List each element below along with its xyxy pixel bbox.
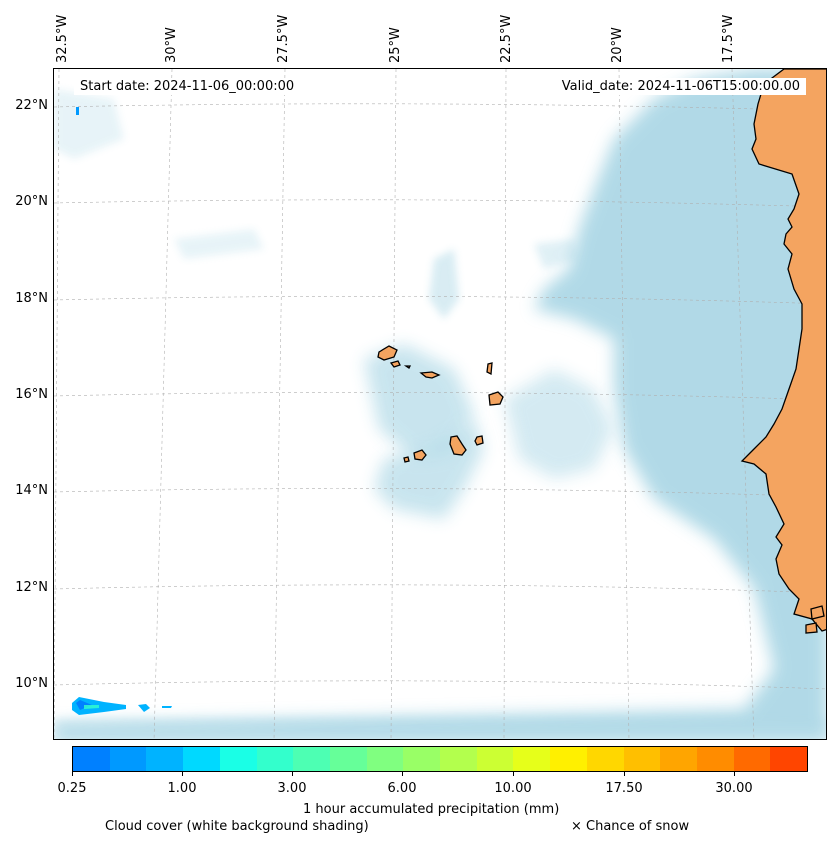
colorbar-tick-label: 6.00 xyxy=(387,781,417,796)
colorbar-swatch-6 xyxy=(293,747,330,771)
island-boa-vista xyxy=(488,391,504,406)
colorbar-tickmark xyxy=(182,772,183,776)
lat-label-12n: 12°N xyxy=(15,580,48,595)
lat-label-22n: 22°N xyxy=(15,98,48,113)
island-fogo xyxy=(413,449,427,461)
colorbar-tickmark xyxy=(624,772,625,776)
island-santa-luzia xyxy=(403,365,412,369)
colorbar-swatch-16 xyxy=(660,747,697,771)
colorbar-tickmark xyxy=(292,772,293,776)
colorbar-swatch-3 xyxy=(183,747,220,771)
african-coast xyxy=(740,69,826,632)
cloud-cover-caption: Cloud cover (white background shading) xyxy=(105,819,369,834)
lon-label-25w: 25°W xyxy=(388,27,403,63)
lon-label-20w: 20°W xyxy=(610,27,625,63)
snow-caption: × Chance of snow xyxy=(571,819,690,834)
lat-label-20n: 20°N xyxy=(15,194,48,209)
colorbar-tickmark xyxy=(734,772,735,776)
lon-label-30w: 30°W xyxy=(164,27,179,63)
lat-label-14n: 14°N xyxy=(15,483,48,498)
island-santo-antao xyxy=(377,345,398,361)
colorbar-swatch-1 xyxy=(109,747,147,771)
island-santiago xyxy=(449,435,467,456)
colorbar-swatch-17 xyxy=(696,747,734,771)
colorbar-swatch-4 xyxy=(219,747,257,771)
colorbar-swatch-18 xyxy=(733,747,771,771)
colorbar-swatch-12 xyxy=(513,747,551,771)
colorbar-swatch-13 xyxy=(550,747,587,771)
colorbar-swatch-11 xyxy=(476,747,514,771)
colorbar-label: 1 hour accumulated precipitation (mm) xyxy=(303,802,560,817)
colorbar-swatch-19 xyxy=(770,747,808,771)
coast-island-2 xyxy=(805,622,818,634)
lat-label-10n: 10°N xyxy=(15,676,48,691)
precip-cell-1-rim xyxy=(84,705,99,709)
colorbar-tick-label: 1.00 xyxy=(167,781,197,796)
precipitation-colorbar xyxy=(72,746,808,772)
colorbar-swatch-2 xyxy=(146,747,184,771)
island-sao-vicente xyxy=(389,360,401,368)
colorbar-tickmark xyxy=(72,772,73,776)
island-maio xyxy=(474,435,484,446)
map-canvas xyxy=(54,69,826,739)
colorbar-swatch-5 xyxy=(256,747,294,771)
colorbar-swatch-14 xyxy=(586,747,624,771)
colorbar-swatch-7 xyxy=(329,747,367,771)
colorbar-swatch-9 xyxy=(403,747,441,771)
island-brava xyxy=(403,456,410,463)
precip-cell-2 xyxy=(138,704,150,712)
island-sao-nicolau xyxy=(419,371,441,379)
graticule xyxy=(54,69,826,739)
colorbar-tick-label: 0.25 xyxy=(57,781,87,796)
island-sal xyxy=(486,362,493,376)
coast-island-1 xyxy=(810,605,825,620)
lon-label-17.5w: 17.5°W xyxy=(721,14,736,63)
lat-label-16n: 16°N xyxy=(15,387,48,402)
colorbar-tick-label: 30.00 xyxy=(715,781,753,796)
colorbar-swatch-0 xyxy=(73,747,110,771)
lat-label-18n: 18°N xyxy=(15,291,48,306)
colorbar-tickmark xyxy=(402,772,403,776)
colorbar-swatch-8 xyxy=(366,747,404,771)
lon-label-27.5w: 27.5°W xyxy=(276,14,291,63)
colorbar-swatch-15 xyxy=(623,747,661,771)
colorbar-tick-label: 10.00 xyxy=(494,781,532,796)
colorbar-tickmark xyxy=(513,772,514,776)
cloud-cover-layer xyxy=(54,69,826,739)
precip-cell-4 xyxy=(76,107,79,115)
map-panel[interactable]: Start date: 2024-11-06_00:00:00 Valid_da… xyxy=(53,68,827,740)
precipitation-layer xyxy=(72,107,172,715)
cape-verde-islands xyxy=(377,345,504,463)
precip-cell-3 xyxy=(162,706,172,708)
valid-date-label: Valid_date: 2024-11-06T15:00:00.00 xyxy=(555,78,806,95)
start-date-label: Start date: 2024-11-06_00:00:00 xyxy=(74,78,301,95)
lon-label-32.5w: 32.5°W xyxy=(55,14,70,63)
colorbar-swatch-10 xyxy=(440,747,477,771)
colorbar-tick-label: 3.00 xyxy=(277,781,307,796)
lon-label-22.5w: 22.5°W xyxy=(499,14,514,63)
colorbar-tick-label: 17.50 xyxy=(605,781,643,796)
